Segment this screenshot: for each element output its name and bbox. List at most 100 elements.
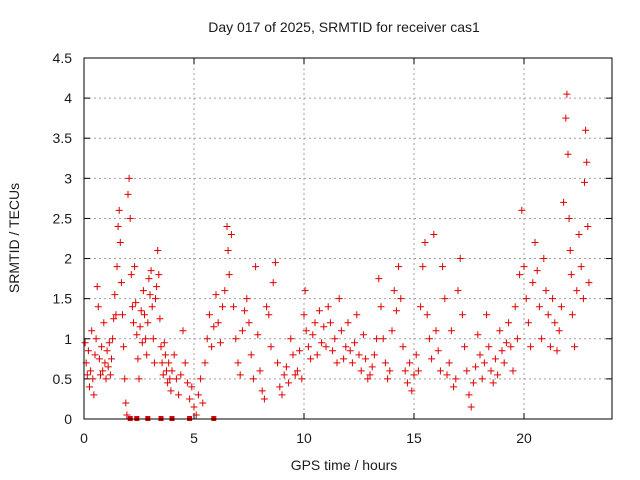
data-point [307,355,315,363]
data-point [414,367,422,375]
data-point [148,303,156,311]
data-point [175,391,183,399]
data-point [87,367,95,375]
x-tick-label: 10 [296,430,312,446]
data-point [214,319,222,327]
data-point [428,355,436,363]
data-point [126,214,134,222]
data-point [249,375,257,383]
data-point [89,375,97,383]
data-point [432,327,440,335]
data-point [92,335,100,343]
data-point [134,355,142,363]
data-point [406,359,414,367]
data-point [97,371,104,379]
data-point [386,367,394,375]
data-point [236,371,244,379]
data-point [491,355,499,363]
data-point [540,255,548,263]
data-point [538,335,546,343]
data-point [313,351,321,359]
data-point [531,239,539,247]
data-point [104,363,112,371]
data-point [518,206,526,214]
data-point [110,315,118,323]
data-point [516,271,524,279]
data-point [502,339,510,347]
data-point [423,311,431,319]
data-point [276,383,284,391]
data-point [190,403,198,411]
grid-lines [84,58,612,419]
data-point [142,335,150,343]
data-point [221,287,229,295]
data-point [575,230,583,238]
data-point [505,319,513,327]
data-point [291,371,299,379]
data-point [329,347,337,355]
data-point [322,343,330,351]
data-point [203,335,211,343]
y-tick-label: 1 [64,331,72,347]
data-point [557,303,565,311]
data-point [487,367,495,375]
data-point [287,335,295,343]
data-point [278,391,286,399]
data-point [113,263,121,271]
data-point [165,359,173,367]
data-point [301,287,309,295]
y-tick-label: 1.5 [53,291,73,307]
data-point [562,114,570,122]
data-point [124,190,132,198]
data-point [121,375,129,383]
x-tick-label: 15 [406,430,422,446]
data-point [282,363,290,371]
data-point [494,371,502,379]
data-point [304,343,312,351]
data-point [123,411,131,419]
data-point [296,347,304,355]
data-point [106,371,114,379]
data-point [583,158,591,166]
y-tick-label: 2.5 [53,210,73,226]
data-point [155,271,163,279]
data-point [137,307,145,315]
data-point [199,399,207,407]
data-point [130,319,137,327]
y-tick-label: 0 [64,411,72,427]
data-point [513,335,521,343]
data-point [480,359,488,367]
data-point [342,343,350,351]
data-point [179,327,187,335]
x-tick-label: 0 [80,430,88,446]
y-tick-label: 4.5 [53,50,73,66]
data-point [498,347,506,355]
data-point [86,383,93,391]
data-point [166,375,174,383]
data-point [238,327,246,335]
data-point [465,391,473,399]
data-point [216,339,224,347]
data-point [390,287,398,295]
data-point [355,351,363,359]
data-point [568,311,576,319]
data-point [563,90,571,98]
data-point [158,359,166,367]
data-point [160,339,168,347]
data-point [188,383,196,391]
y-tick-label: 3.5 [53,130,73,146]
data-point [138,339,146,347]
data-point [388,327,396,335]
data-point [549,295,557,303]
data-point [90,391,98,399]
data-point [315,307,323,315]
data-point [186,395,194,403]
data-point [579,295,587,303]
data-point [436,367,444,375]
data-point [245,319,253,327]
data-point [565,214,573,222]
data-points [81,90,593,421]
data-point [149,335,157,343]
data-point [192,411,200,419]
data-point [132,299,140,307]
